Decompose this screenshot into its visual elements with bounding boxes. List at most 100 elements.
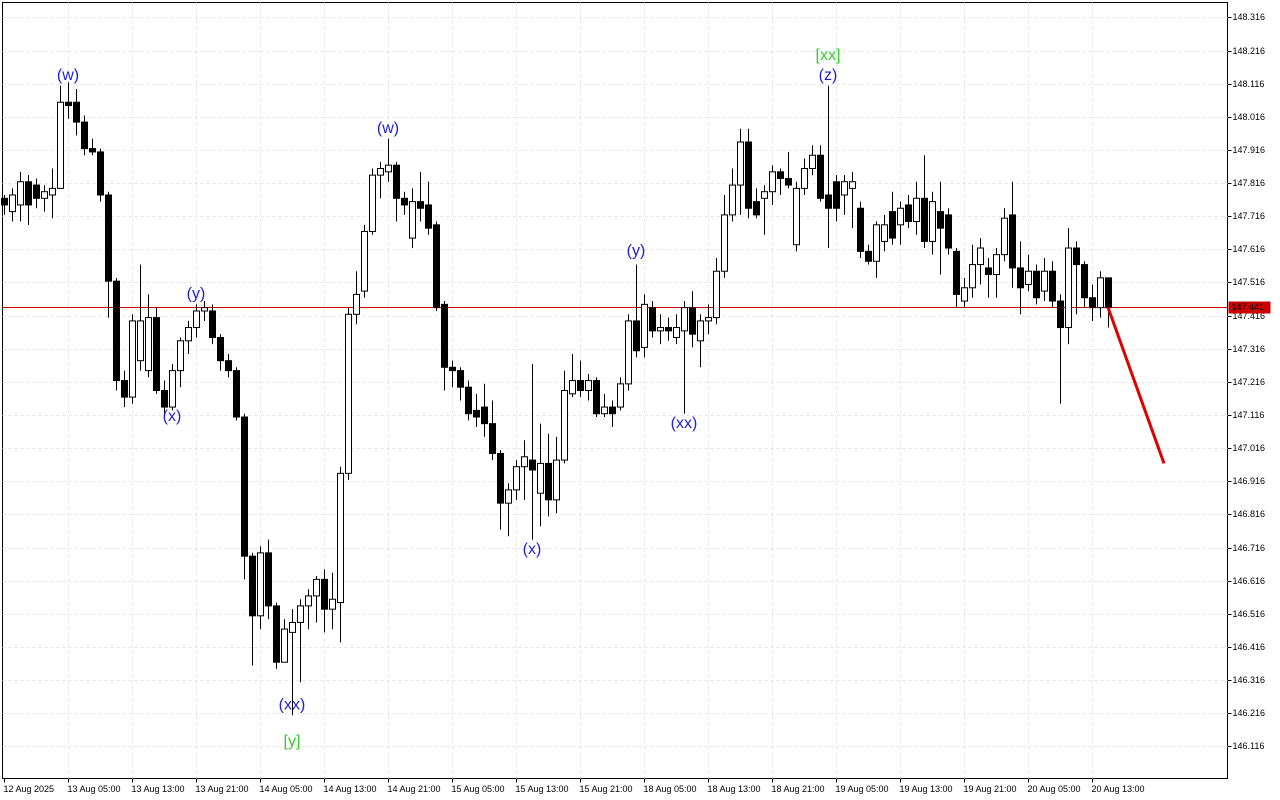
x-tick-label: 15 Aug 13:00 xyxy=(516,784,569,794)
candle-body xyxy=(233,370,240,418)
candle-body xyxy=(393,164,400,199)
candle-body xyxy=(193,310,200,329)
candle-body xyxy=(745,141,752,209)
candle-body xyxy=(1073,247,1080,266)
candle-body xyxy=(97,151,104,196)
x-tick-label: 13 Aug 13:00 xyxy=(132,784,185,794)
candle-body xyxy=(841,181,848,196)
candle-body xyxy=(505,489,512,504)
candle-body xyxy=(769,171,776,193)
candle-body xyxy=(537,462,544,494)
candle-body xyxy=(121,380,128,398)
y-tick-label: 147.916 xyxy=(1233,145,1266,155)
candle-body xyxy=(1105,277,1112,309)
candle-body xyxy=(9,194,16,213)
candle-body xyxy=(321,578,328,610)
candle-body xyxy=(361,230,368,292)
candle-body xyxy=(857,207,864,252)
candle-body xyxy=(257,552,264,617)
y-tick-label: 147.216 xyxy=(1233,377,1266,387)
x-tick-label: 20 Aug 05:00 xyxy=(1028,784,1081,794)
x-tick-label: 14 Aug 13:00 xyxy=(324,784,377,794)
y-tick-label: 148.216 xyxy=(1233,46,1266,56)
candle-body xyxy=(353,293,360,315)
candle-body xyxy=(1081,264,1088,299)
candle-body xyxy=(993,254,1000,276)
candle-body xyxy=(785,177,792,186)
candle-body xyxy=(465,386,472,415)
candle-body xyxy=(113,280,120,382)
candle-body xyxy=(553,459,560,501)
candle-body xyxy=(641,303,648,348)
candle-body xyxy=(969,264,976,289)
candle-body xyxy=(937,211,944,229)
candle-body xyxy=(649,307,656,332)
candle-body xyxy=(153,317,160,391)
candle-body xyxy=(433,224,440,309)
candle-body xyxy=(833,181,840,209)
y-tick-label: 146.916 xyxy=(1233,476,1266,486)
candle-body xyxy=(665,327,672,332)
candle-body xyxy=(1065,247,1072,329)
candle-body xyxy=(425,204,432,229)
current-price-tag xyxy=(1228,301,1271,314)
wave-label: (x) xyxy=(163,408,182,425)
candle-body xyxy=(1033,270,1040,299)
wave-label: (z) xyxy=(819,67,838,84)
candle-body xyxy=(401,197,408,206)
candle-body xyxy=(1041,270,1048,292)
candle-body xyxy=(569,380,576,395)
y-tick-label: 147.616 xyxy=(1233,244,1266,254)
candle-body xyxy=(89,148,96,153)
candle-body xyxy=(777,171,784,179)
y-tick-label: 148.316 xyxy=(1233,12,1266,22)
current-price-label: 147.441 xyxy=(1232,302,1265,312)
x-tick-label: 15 Aug 21:00 xyxy=(580,784,633,794)
candle-body xyxy=(929,201,936,242)
candle-body xyxy=(273,605,280,663)
candle-body xyxy=(577,380,584,392)
candle-body xyxy=(265,552,272,607)
y-tick-label: 146.116 xyxy=(1233,741,1265,751)
x-tick-label: 14 Aug 21:00 xyxy=(388,784,441,794)
candle-body xyxy=(473,409,480,418)
wave-label: (x) xyxy=(523,541,542,558)
candle-body xyxy=(33,184,40,199)
x-tick-label: 19 Aug 05:00 xyxy=(836,784,889,794)
candle-body xyxy=(209,310,216,338)
candle-body xyxy=(129,320,136,398)
wave-label: (w) xyxy=(57,67,79,84)
candle-body xyxy=(49,187,56,196)
forecast-line xyxy=(1106,306,1166,464)
candle-body xyxy=(217,336,224,362)
candle-body xyxy=(377,168,384,176)
y-tick-label: 147.516 xyxy=(1233,277,1266,287)
candle-body xyxy=(593,380,600,415)
candle-body xyxy=(729,184,736,216)
candle-body xyxy=(673,327,680,338)
candle-body xyxy=(409,201,416,239)
candle-body xyxy=(1001,217,1008,256)
candle-body xyxy=(417,201,424,209)
candle-body xyxy=(985,267,992,276)
x-tick-label: 14 Aug 05:00 xyxy=(260,784,313,794)
x-tick-label: 19 Aug 13:00 xyxy=(900,784,953,794)
candle-body xyxy=(705,317,712,322)
wave-label: (y) xyxy=(627,243,646,260)
candle-body xyxy=(825,194,832,209)
candle-body xyxy=(817,154,824,199)
x-tick-label: 18 Aug 05:00 xyxy=(644,784,697,794)
candle-body xyxy=(497,452,504,504)
y-tick-label: 148.116 xyxy=(1233,79,1265,89)
candle-body xyxy=(865,250,872,262)
candle-body xyxy=(1017,267,1024,289)
candle-body xyxy=(345,313,352,474)
x-tick-label: 13 Aug 21:00 xyxy=(196,784,249,794)
candle-body xyxy=(1009,214,1016,269)
wave-label: (xx) xyxy=(671,415,698,432)
candle-body xyxy=(297,605,304,623)
candle-body xyxy=(801,168,808,189)
candle-body xyxy=(81,121,88,150)
candle-body xyxy=(905,204,912,223)
